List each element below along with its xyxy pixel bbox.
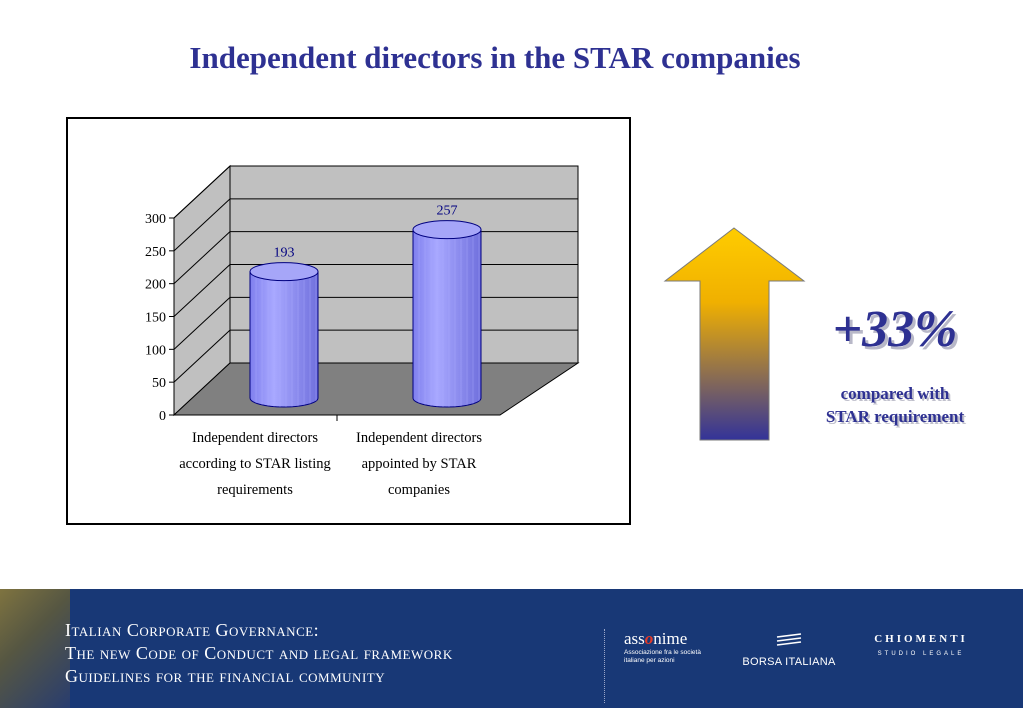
building-image [0, 589, 70, 708]
y-tick-label-4: 200 [145, 278, 166, 293]
slide-title: Independent directors in the STAR compan… [189, 40, 801, 75]
y-tick-label-5: 250 [145, 245, 166, 260]
data-label-0: 193 [274, 246, 295, 261]
footer-caption: Italian Corporate Governance: The new Co… [65, 619, 453, 688]
up-arrow-icon [663, 227, 806, 441]
y-tick-label-2: 100 [145, 343, 166, 358]
note-line-1: compared with [840, 384, 950, 403]
footer-line-1: Italian Corporate Governance: [65, 620, 320, 640]
category-1-line-1: Independent directors [355, 430, 483, 446]
gridline-side-6 [173, 165, 231, 219]
gridline-side-2 [173, 296, 231, 350]
chart-floor [172, 362, 580, 416]
chiomenti-logo: CHIOMENTI STUDIO LEGALE [858, 633, 984, 657]
gridline-side-1 [173, 329, 231, 383]
category-label-1: Independent directors appointed by STAR … [334, 425, 504, 503]
y-tick-label-1: 50 [152, 376, 166, 391]
borsa-italiana-name: BORSA ITALIANA [742, 656, 836, 668]
chart-frame: 0 50 100 150 200 250 300 193 257 Independent dir… [66, 117, 631, 525]
assonime-brand-post: nime [653, 629, 688, 648]
footer-banner: Italian Corporate Governance: The new Co… [0, 589, 1023, 708]
bar-0-top [249, 262, 319, 282]
footer-line-2: The new Code of Conduct and legal framew… [65, 643, 453, 663]
bar-1-top [412, 220, 482, 240]
y-tick-label-6: 300 [145, 212, 166, 227]
note-line-2: STAR requirement [825, 407, 965, 426]
footer-divider [604, 629, 605, 703]
chiomenti-subtitle: STUDIO LEGALE [877, 651, 965, 657]
category-1-line-2: appointed by STAR [361, 456, 477, 472]
bar-0 [249, 271, 319, 408]
gridline-side-4 [173, 231, 231, 285]
borsa-italiana-logo: BORSA ITALIANA [734, 633, 844, 668]
category-1-line-3: companies [387, 482, 450, 498]
percentage-change: +33% [832, 301, 958, 358]
gridline-side-5 [173, 198, 231, 252]
borsa-italiana-emblem-icon [776, 633, 802, 646]
chiomenti-name: CHIOMENTI [874, 633, 968, 645]
assonime-brand-pre: ass [624, 629, 645, 648]
category-label-0: Independent directors according to STAR … [170, 425, 340, 503]
data-label-1: 257 [437, 204, 458, 219]
category-0-line-2: according to STAR listing [179, 456, 331, 472]
y-tick-label-0: 0 [159, 409, 166, 424]
bar-chart: 0 50 100 150 200 250 300 193 257 [145, 164, 580, 424]
assonime-logo: assonime Associazione fra le società ita… [624, 629, 719, 665]
percentage-note: compared with STAR requirement [790, 382, 1000, 428]
category-0-line-1: Independent directors [191, 430, 319, 446]
category-0-line-3: requirements [217, 482, 293, 498]
y-tick-label-3: 150 [145, 311, 166, 326]
footer-line-3: Guidelines for the financial community [65, 666, 386, 686]
bar-1 [412, 229, 482, 408]
gridline-side-3 [173, 264, 231, 317]
assonime-brand-o: o [644, 629, 654, 648]
assonime-subtitle: Associazione fra le società italiane per… [624, 649, 701, 664]
